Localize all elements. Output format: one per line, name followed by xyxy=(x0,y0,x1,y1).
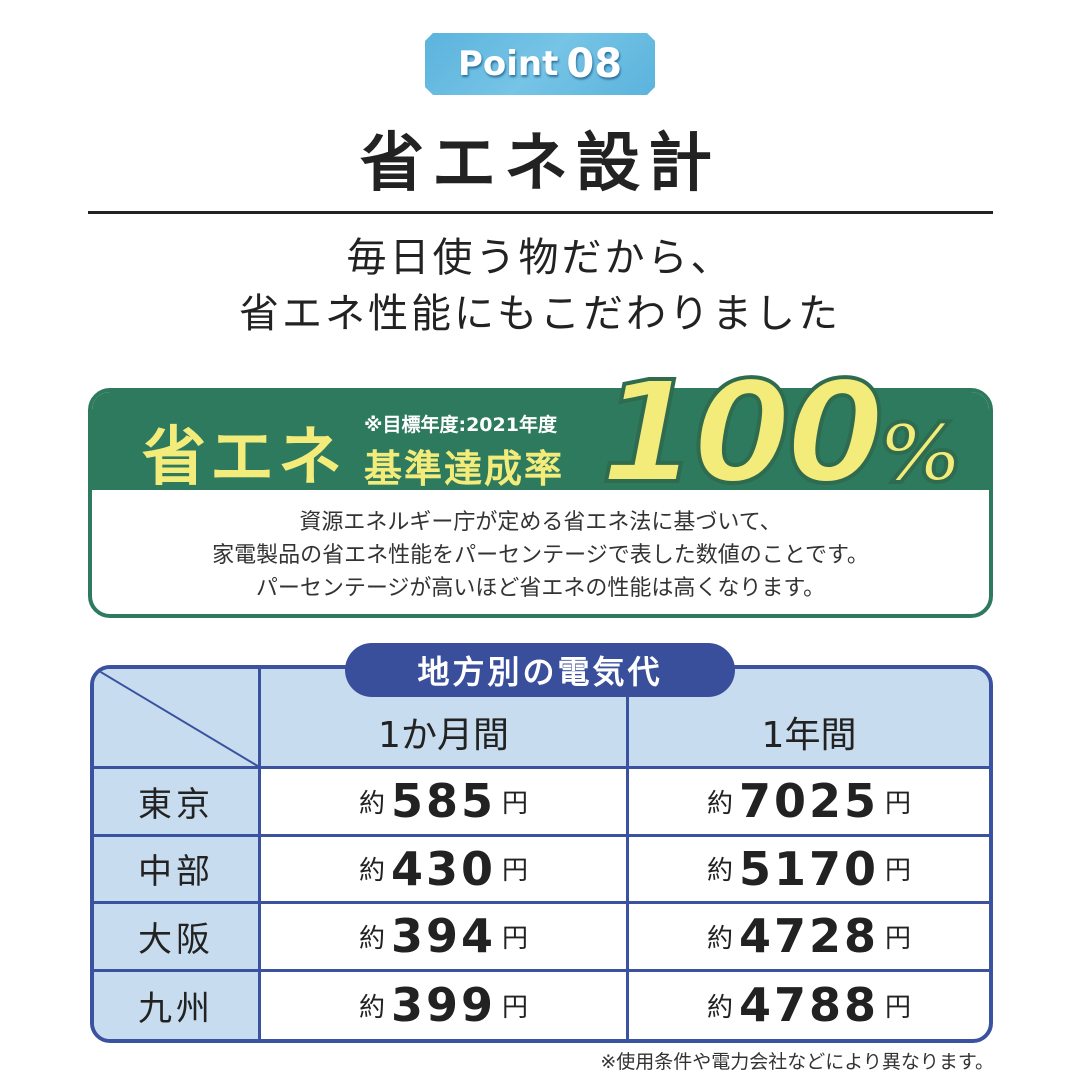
yearly-cost-cell: 約 5170 円 xyxy=(629,837,989,904)
description-line: 資源エネルギー庁が定める省エネ法に基づいて、 xyxy=(299,510,782,535)
table-title: 地方別の電気代 xyxy=(345,643,735,697)
rate-value: 100 xyxy=(598,352,886,515)
diagonal-line xyxy=(94,669,258,767)
rate-unit: % xyxy=(878,407,962,500)
corner-cell xyxy=(94,669,261,769)
rate-label: 基準達成率 xyxy=(364,447,565,491)
page-title: 省エネ設計 xyxy=(360,127,720,201)
region-cell: 中部 xyxy=(94,836,261,904)
yen-unit: 円 xyxy=(502,923,529,954)
yen-unit: 円 xyxy=(885,992,912,1023)
energy-header: 省エネ ※目標年度:2021年度 基準達成率 xyxy=(92,392,989,495)
prefix: 約 xyxy=(706,856,733,887)
monthly-cost-cell: 約 585 円 xyxy=(261,769,629,837)
cost-value: 430 xyxy=(390,841,497,896)
target-year-note: ※目標年度:2021年度 xyxy=(364,414,557,436)
point-badge: Point 08 xyxy=(425,33,655,95)
prefix: 約 xyxy=(706,788,733,819)
yen-unit: 円 xyxy=(502,992,529,1023)
electricity-cost-table: 1か月間 1年間 東京約 585 円約 7025 円中部約 430 円約 5170 円大阪約 39… xyxy=(90,665,993,1043)
subtitle: 毎日使う物だから、省エネ性能にもこだわりました xyxy=(0,230,1080,342)
cost-value: 5170 xyxy=(738,841,880,896)
yen-unit: 円 xyxy=(885,856,912,887)
region-name: 九州 xyxy=(138,988,214,1029)
region-cell: 東京 xyxy=(94,769,261,837)
energy-label: 省エネ xyxy=(142,421,346,495)
achievement-rate: 100% xyxy=(598,362,962,506)
energy-description: 資源エネルギー庁が定める省エネ法に基づいて、 家電製品の省エネ性能をパーセンテー… xyxy=(92,506,989,605)
cost-value: 4728 xyxy=(738,909,880,964)
yearly-cost-cell: 約 4788 円 xyxy=(629,972,989,1040)
description-line: パーセンテージが高いほど省エネの性能は高くなります。 xyxy=(255,576,826,601)
cost-value: 394 xyxy=(390,909,497,964)
monthly-cost-cell: 約 399 円 xyxy=(261,971,629,1039)
badge-number: 08 xyxy=(566,41,623,87)
subtitle-line: 省エネ性能にもこだわりました xyxy=(239,291,841,337)
region-cell: 大阪 xyxy=(94,904,261,972)
cost-value: 585 xyxy=(390,774,497,829)
cost-value: 399 xyxy=(390,978,497,1033)
energy-panel: 省エネ ※目標年度:2021年度 基準達成率 資源エネルギー庁が定める省エネ法に… xyxy=(88,388,993,618)
region-name: 東京 xyxy=(138,784,214,825)
badge-label: Point xyxy=(457,44,559,84)
cost-value: 4788 xyxy=(738,978,880,1033)
yen-unit: 円 xyxy=(885,788,912,819)
prefix: 約 xyxy=(706,923,733,954)
prefix: 約 xyxy=(358,856,385,887)
monthly-cost-cell: 約 430 円 xyxy=(261,836,629,904)
region-cell: 九州 xyxy=(94,971,261,1039)
cost-value: 7025 xyxy=(738,774,880,829)
prefix: 約 xyxy=(706,992,733,1023)
region-name: 大阪 xyxy=(138,919,214,960)
yearly-cost-cell: 約 7025 円 xyxy=(629,769,989,837)
prefix: 約 xyxy=(358,923,385,954)
subtitle-line: 毎日使う物だから、 xyxy=(346,235,734,281)
prefix: 約 xyxy=(358,992,385,1023)
yen-unit: 円 xyxy=(502,856,529,887)
description-line: 家電製品の省エネ性能をパーセンテージで表した数値のことです。 xyxy=(212,543,869,568)
prefix: 約 xyxy=(358,788,385,819)
region-name: 中部 xyxy=(138,852,214,893)
yen-unit: 円 xyxy=(885,923,912,954)
yearly-cost-cell: 約 4728 円 xyxy=(629,904,989,972)
footnote: ※使用条件や電力会社などにより異なります。 xyxy=(600,1051,994,1073)
divider xyxy=(88,211,993,214)
yen-unit: 円 xyxy=(502,788,529,819)
monthly-cost-cell: 約 394 円 xyxy=(261,904,629,972)
